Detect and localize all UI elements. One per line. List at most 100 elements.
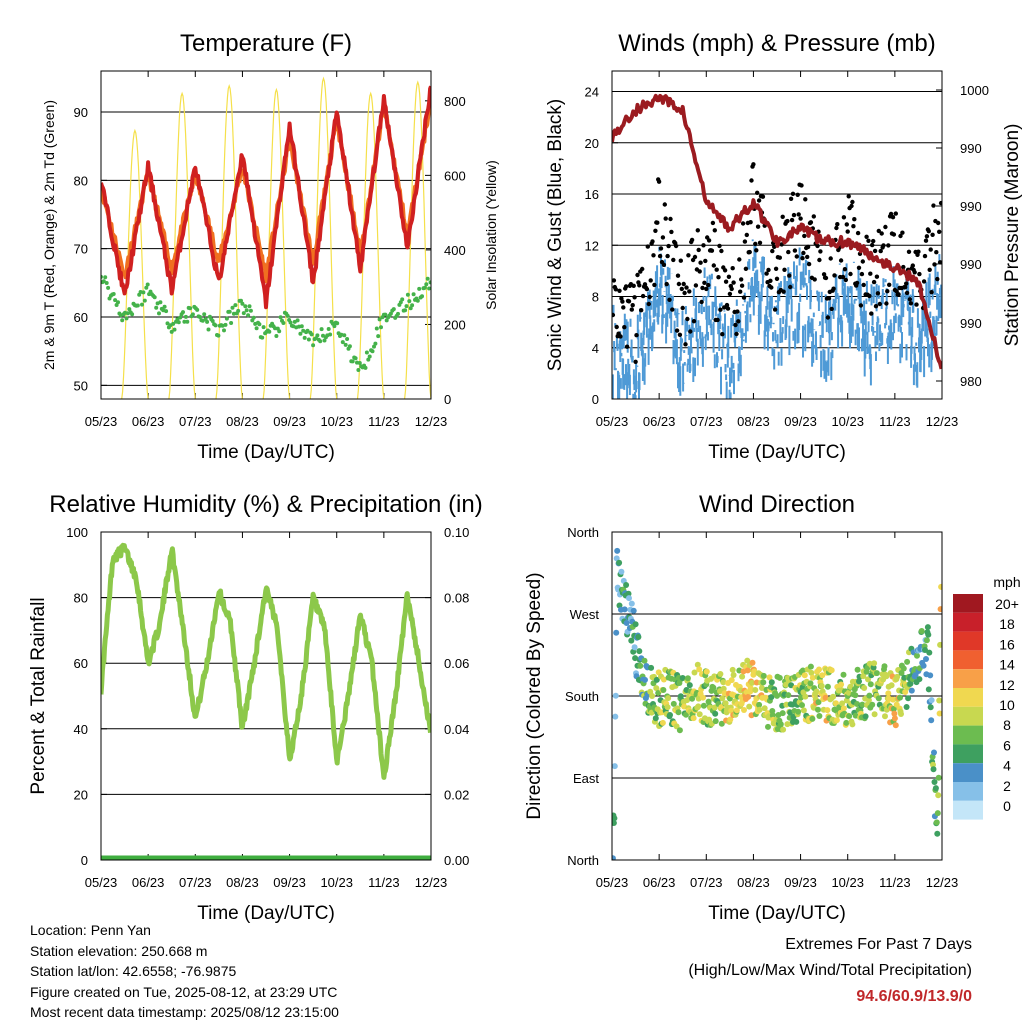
y-tick-label: North <box>567 853 599 868</box>
gust-point <box>717 243 722 249</box>
gust-point <box>640 293 646 299</box>
gust-point <box>773 266 779 271</box>
gust-point <box>711 263 716 268</box>
gust-point <box>754 248 759 253</box>
gust-point <box>842 267 848 272</box>
direction-point <box>637 662 644 669</box>
direction-point <box>655 690 662 696</box>
panel-title: Relative Humidity (%) & Precipitation (i… <box>49 491 482 518</box>
gust-point <box>886 243 891 248</box>
gust-point <box>748 220 753 225</box>
y2-axis-label: Solar Insolation (Yellow) <box>483 160 499 310</box>
direction-point <box>756 701 763 708</box>
y-tick-label: 80 <box>74 173 88 188</box>
dewpoint-point <box>231 311 236 316</box>
direction-point <box>720 679 727 686</box>
colorbar-label: 14 <box>999 657 1015 673</box>
direction-point <box>936 710 942 717</box>
gust-point <box>734 331 739 337</box>
dewpoint-point <box>176 320 181 325</box>
gust-point <box>722 268 728 273</box>
gust-point <box>675 273 681 278</box>
dewpoint-point <box>285 313 290 318</box>
dewpoint-point <box>396 311 400 316</box>
gust-point <box>715 317 720 323</box>
panel-title: Temperature (F) <box>180 30 352 57</box>
dewpoint-point <box>318 339 323 344</box>
direction-point <box>623 582 630 588</box>
dewpoint-point <box>260 335 265 340</box>
dewpoint-point <box>257 322 262 327</box>
direction-point <box>907 680 914 687</box>
dewpoint-point <box>243 304 248 309</box>
direction-point <box>756 706 763 713</box>
direction-point <box>922 647 928 653</box>
gust-point <box>903 285 908 290</box>
x-tick-label: 07/23 <box>690 414 723 429</box>
y2-tick-label: 990 <box>960 316 982 331</box>
panel-frame <box>611 70 943 400</box>
gust-point <box>904 281 909 286</box>
gust-point <box>937 260 942 265</box>
panel-frame <box>100 70 432 400</box>
y2-tick-label: 0.10 <box>444 525 469 540</box>
gust-point <box>872 248 878 254</box>
dewpoint-point <box>236 308 241 313</box>
gust-point <box>703 258 708 264</box>
y-tick-label: 50 <box>74 378 88 393</box>
dewpoint-point <box>113 298 118 303</box>
direction-point <box>722 700 729 707</box>
gust-point <box>850 199 855 205</box>
direction-point <box>926 649 933 656</box>
dewpoint-point <box>240 301 245 306</box>
y-axis-label: 2m & 9m T (Red, Orange) & 2m Td (Green) <box>41 100 57 370</box>
direction-point <box>631 644 638 651</box>
direction-point <box>623 620 630 626</box>
x-tick-label: 11/23 <box>879 414 911 429</box>
dewpoint-point <box>182 319 187 324</box>
direction-point <box>894 673 901 680</box>
direction-point <box>800 707 807 714</box>
series-2m-temperature <box>101 85 431 310</box>
panel-frame <box>611 531 943 861</box>
dewpoint-point <box>405 292 410 297</box>
station-location: Location: Penn Yan <box>30 922 151 938</box>
direction-point <box>916 676 923 683</box>
direction-point <box>670 700 677 707</box>
dewpoint-point <box>364 350 369 355</box>
direction-point <box>653 676 660 683</box>
y-tick-label: 40 <box>74 722 88 737</box>
direction-point <box>928 697 935 704</box>
direction-point <box>760 679 767 686</box>
gust-point <box>871 279 877 285</box>
dewpoint-point <box>357 361 362 365</box>
y2-tick-label: 600 <box>444 168 466 183</box>
gust-point <box>720 332 725 337</box>
extremes-title: Extremes For Past 7 Days <box>785 936 972 953</box>
direction-point <box>938 583 942 590</box>
y-tick-label: 60 <box>74 656 88 671</box>
gust-point <box>669 229 674 235</box>
gust-point <box>800 256 805 261</box>
direction-point <box>809 674 816 681</box>
dewpoint-point <box>288 320 293 325</box>
gust-point <box>883 224 888 230</box>
gust-point <box>630 303 635 308</box>
panel-temperature: Temperature (F) 50 60 70 80 90 0 200 400 600 800 05… <box>41 30 499 463</box>
dewpoint-point <box>106 285 111 290</box>
dewpoint-point <box>202 312 207 317</box>
gust-point <box>868 271 873 276</box>
gust-point <box>781 289 786 294</box>
gust-point <box>876 228 881 234</box>
gust-point <box>747 249 752 255</box>
gust-point <box>697 269 702 274</box>
x-tick-label: 06/23 <box>132 875 165 890</box>
gust-point <box>640 266 645 272</box>
direction-point <box>925 631 932 638</box>
x-tick-label: 08/23 <box>737 875 770 890</box>
gust-point <box>801 250 806 256</box>
dewpoint-point <box>363 365 368 370</box>
dewpoint-point <box>244 308 249 313</box>
direction-point <box>712 710 719 717</box>
dewpoint-point <box>379 325 383 330</box>
